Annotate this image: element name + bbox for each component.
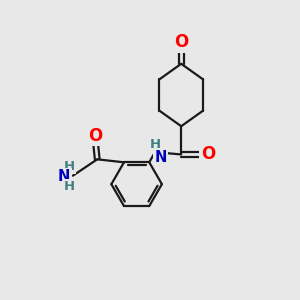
Text: O: O (201, 146, 215, 164)
Text: H: H (64, 160, 75, 173)
Text: O: O (174, 33, 188, 51)
Text: N: N (154, 150, 167, 165)
Text: H: H (64, 180, 75, 193)
Text: N: N (58, 169, 70, 184)
Text: O: O (88, 127, 102, 145)
Text: H: H (149, 138, 161, 151)
